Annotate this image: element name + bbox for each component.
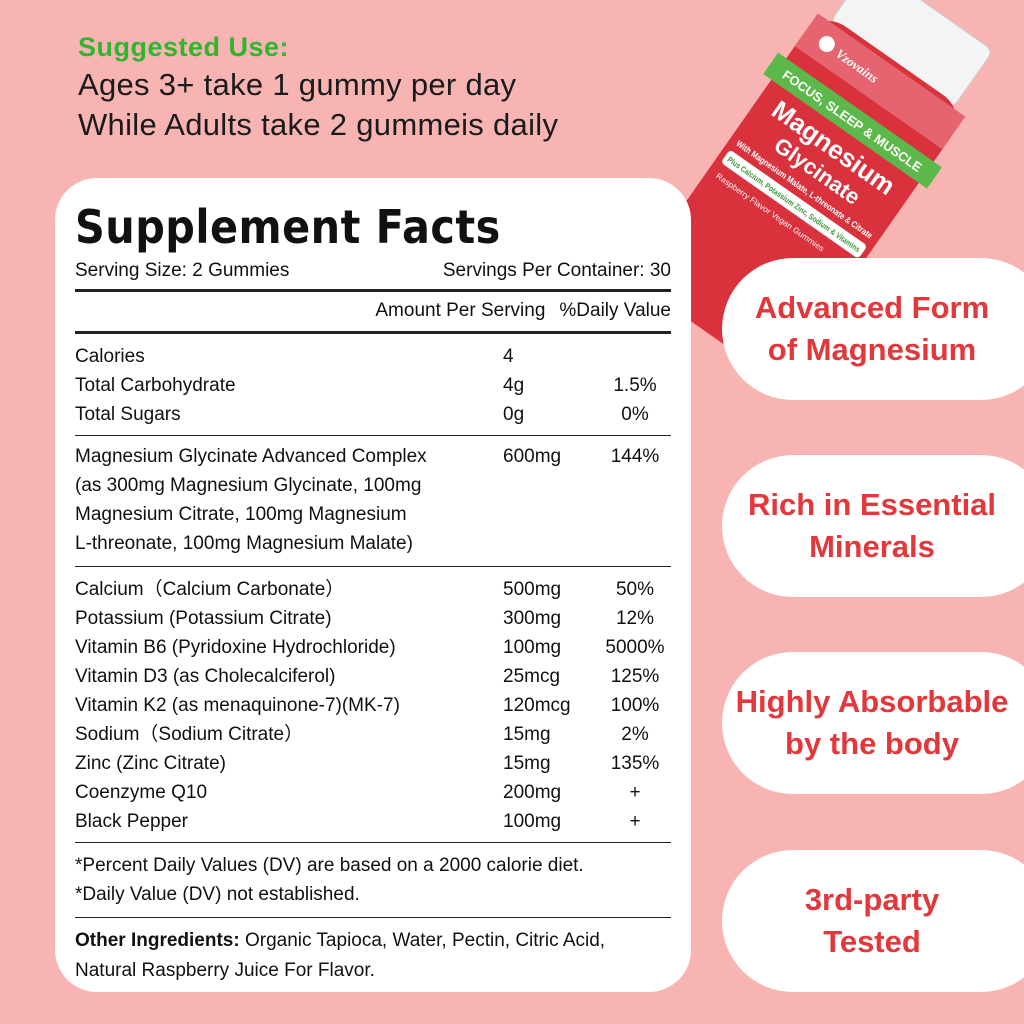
- nutrient-amount: 120mcg: [503, 695, 571, 716]
- nutrient-name: Total Sugars: [75, 404, 181, 425]
- other-ingredients: Other Ingredients: Organic Tapioca, Wate…: [75, 918, 671, 994]
- column-headers: Amount Per Serving %Daily Value: [75, 296, 671, 325]
- nutrient-amount: 100mg: [503, 811, 562, 832]
- nutrient-row: Calcium（Calcium Carbonate） 500mg 50%: [75, 575, 671, 604]
- nutrient-name: Potassium (Potassium Citrate): [75, 608, 332, 629]
- divider: [75, 435, 671, 436]
- nutrient-dv: 144%: [610, 446, 660, 467]
- badge-line: Advanced Form: [754, 290, 990, 325]
- servings-per-container: Servings Per Container: 30: [442, 260, 671, 281]
- nutrient-dv: +: [629, 782, 641, 803]
- nutrient-row: Black Pepper 100mg +: [75, 807, 671, 836]
- suggested-use: Suggested Use: Ages 3+ take 1 gummy per …: [78, 32, 558, 143]
- nutrient-name: Magnesium Glycinate Advanced Complex: [75, 446, 427, 467]
- nutrient-amount: 300mg: [503, 608, 562, 629]
- nutrient-dv: [599, 342, 671, 371]
- col-amount: Amount Per Serving: [375, 300, 546, 321]
- nutrient-amount: 600mg: [503, 446, 562, 467]
- col-dv: %Daily Value: [559, 300, 671, 321]
- nutrient-row: Potassium (Potassium Citrate) 300mg 12%: [75, 604, 671, 633]
- badge-line: by the body: [785, 726, 959, 761]
- nutrient-name: Calcium（Calcium Carbonate）: [75, 579, 345, 600]
- nutrient-amount: 500mg: [503, 579, 562, 600]
- nutrient-row: Total Sugars 0g 0%: [75, 400, 671, 429]
- nutrient-amount: 200mg: [503, 782, 562, 803]
- badge-line: 3rd-party: [804, 882, 940, 917]
- nutrient-name: Black Pepper: [75, 811, 189, 832]
- badge-rich-minerals: Rich in Essential Minerals: [722, 455, 1024, 597]
- nutrient-row: Vitamin B6 (Pyridoxine Hydrochloride) 100…: [75, 633, 671, 662]
- badge-line: of Magnesium: [767, 332, 977, 367]
- nutrient-dv: +: [629, 811, 641, 832]
- suggested-use-line: Ages 3+ take 1 gummy per day: [78, 67, 517, 102]
- badge-line: Rich in Essential: [747, 487, 997, 522]
- nutrient-row: Coenzyme Q10 200mg +: [75, 778, 671, 807]
- nutrient-row: Calories 4: [75, 342, 671, 371]
- nutrient-amount: 4: [503, 346, 514, 367]
- nutrient-dv: 50%: [615, 579, 655, 600]
- serving-size: Serving Size: 2 Gummies: [75, 260, 290, 281]
- nutrient-amount: 25mcg: [503, 666, 561, 687]
- nutrient-name: Vitamin D3 (as Cholecalciferol): [75, 666, 336, 687]
- nutrient-dv: 135%: [610, 753, 660, 774]
- badge-line: Minerals: [809, 529, 935, 564]
- divider: [75, 842, 671, 843]
- footnote: *Daily Value (DV) not established.: [75, 884, 360, 905]
- complex-block: Magnesium Glycinate Advanced Complex 600m…: [75, 436, 671, 566]
- complex-detail: Magnesium Citrate, 100mg Magnesium: [75, 504, 407, 525]
- complex-detail: L-threonate, 100mg Magnesium Malate): [75, 533, 413, 554]
- nutrient-dv: 1.5%: [613, 375, 657, 396]
- nutrient-dv: 0%: [621, 404, 649, 425]
- nutrient-name: Vitamin K2 (as menaquinone-7)(MK-7): [75, 695, 400, 716]
- other-text: Organic Tapioca, Water, Pectin, Citric A…: [75, 930, 606, 981]
- serving-row: Serving Size: 2 Gummies Servings Per Con…: [75, 256, 671, 285]
- nutrient-amount: 4g: [503, 375, 525, 396]
- nutrient-amount: 0g: [503, 404, 525, 425]
- nutrient-name: Sodium（Sodium Citrate）: [75, 724, 304, 745]
- other-label: Other Ingredients:: [75, 930, 240, 951]
- suggested-use-line: While Adults take 2 gummeis daily: [78, 107, 559, 142]
- nutrient-dv: 125%: [610, 666, 660, 687]
- nutrient-dv: 12%: [615, 608, 655, 629]
- nutrient-row: Vitamin K2 (as menaquinone-7)(MK-7) 120mc…: [75, 691, 671, 720]
- nutrient-row: Total Carbohydrate 4g 1.5%: [75, 371, 671, 400]
- complex-detail: (as 300mg Magnesium Glycinate, 100mg: [75, 475, 422, 496]
- nutrient-name: Calories: [75, 346, 145, 367]
- nutrient-name: Vitamin B6 (Pyridoxine Hydrochloride): [75, 637, 396, 658]
- product-bottle-image: Vzovains FOCUS, SLEEP & MUSCLE Magnesium…: [643, 0, 991, 372]
- divider: [75, 917, 671, 918]
- divider: [75, 331, 671, 334]
- suggested-use-heading: Suggested Use:: [78, 32, 290, 62]
- badge-line: Tested: [823, 924, 921, 959]
- nutrient-name: Coenzyme Q10: [75, 782, 208, 803]
- badge-advanced-form: Advanced Form of Magnesium: [722, 258, 1024, 400]
- nutrient-amount: 15mg: [503, 753, 551, 774]
- divider: [75, 289, 671, 292]
- badge-line: Highly Absorbable: [735, 684, 1009, 719]
- nutrient-amount: 15mg: [503, 724, 551, 745]
- nutrient-amount: 100mg: [503, 637, 562, 658]
- badge-absorbable: Highly Absorbable by the body: [722, 652, 1024, 794]
- nutrient-row: Vitamin D3 (as Cholecalciferol) 25mcg 125%: [75, 662, 671, 691]
- supplement-facts-panel: Supplement Facts Serving Size: 2 Gummies…: [55, 178, 691, 992]
- nutrient-row: Sodium（Sodium Citrate） 15mg 2%: [75, 720, 671, 749]
- nutrient-name: Zinc (Zinc Citrate): [75, 753, 226, 774]
- divider: [75, 566, 671, 567]
- nutrient-row: Zinc (Zinc Citrate) 15mg 135%: [75, 749, 671, 778]
- nutrient-name: Total Carbohydrate: [75, 375, 236, 396]
- nutrient-dv: 100%: [610, 695, 660, 716]
- nutrient-dv: 2%: [621, 724, 649, 745]
- facts-title: Supplement Facts: [75, 200, 501, 254]
- brand-logo-icon: [818, 36, 835, 53]
- footnote: *Percent Daily Values (DV) are based on …: [75, 855, 584, 876]
- nutrient-dv: 5000%: [605, 637, 665, 658]
- badge-tested: 3rd-party Tested: [722, 850, 1024, 992]
